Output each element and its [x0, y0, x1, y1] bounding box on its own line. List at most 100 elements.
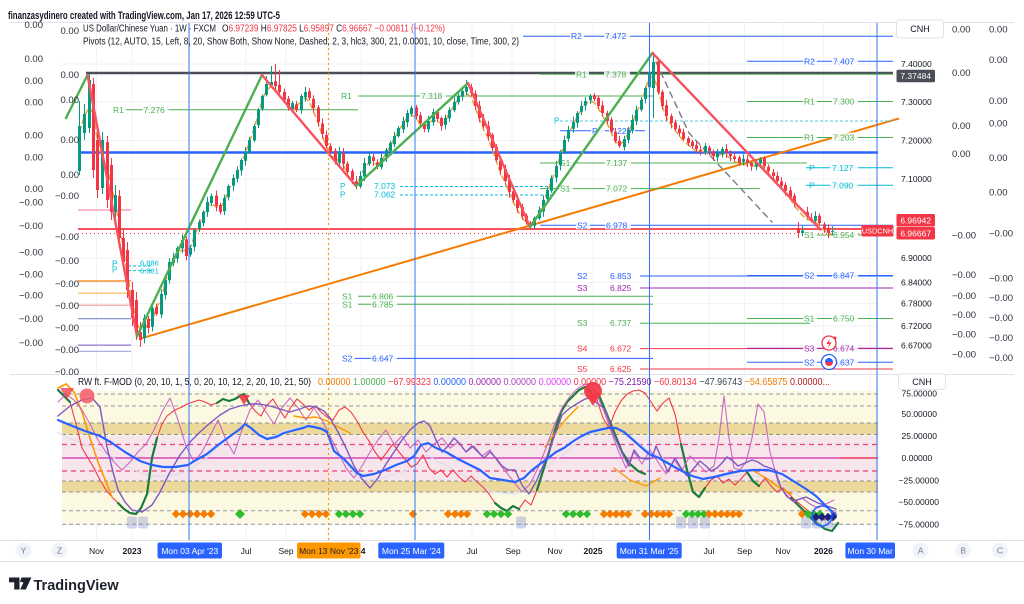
svg-text:6.847: 6.847 — [833, 271, 855, 281]
svg-text:6.853: 6.853 — [610, 271, 632, 281]
svg-text:R1: R1 — [804, 133, 815, 143]
svg-text:A: A — [918, 546, 924, 556]
svg-text:Jul: Jul — [241, 546, 252, 556]
svg-text:0.00: 0.00 — [25, 76, 44, 87]
svg-text:B: B — [960, 546, 966, 556]
svg-text:6.674: 6.674 — [833, 343, 855, 353]
svg-text:P: P — [112, 260, 117, 269]
svg-text:0.00: 0.00 — [989, 187, 1008, 198]
svg-text:0.00: 0.00 — [25, 98, 44, 109]
svg-text:finanzasydinero created with T: finanzasydinero created with TradingView… — [8, 10, 280, 22]
svg-text:6.886: 6.886 — [140, 259, 159, 268]
svg-text:R1: R1 — [341, 91, 352, 101]
svg-text:0.00: 0.00 — [989, 96, 1008, 107]
svg-text:7.090: 7.090 — [832, 180, 854, 190]
svg-text:7.127: 7.127 — [832, 163, 854, 173]
svg-text:0.00: 0.00 — [25, 54, 44, 65]
svg-text:−0.00: −0.00 — [989, 353, 1013, 364]
svg-text:Jul: Jul — [704, 546, 715, 556]
svg-text:P: P — [340, 182, 345, 191]
svg-text:CNH: CNH — [912, 377, 932, 387]
svg-text:R2: R2 — [804, 56, 815, 66]
svg-text:−0.00: −0.00 — [952, 291, 976, 302]
svg-text:−0.00: −0.00 — [989, 333, 1013, 344]
svg-text:0.00: 0.00 — [25, 152, 44, 163]
svg-text:50.00000: 50.00000 — [902, 409, 938, 419]
svg-text:−0.00: −0.00 — [952, 310, 976, 321]
svg-text:Mon 13 Nov '23: Mon 13 Nov '23 — [299, 546, 359, 556]
svg-text:Nov: Nov — [775, 546, 791, 556]
svg-text:Y: Y — [21, 546, 27, 556]
svg-text:6.881: 6.881 — [140, 267, 159, 276]
svg-text:S1: S1 — [560, 184, 571, 194]
svg-text:R1: R1 — [576, 69, 587, 79]
svg-text:7.472: 7.472 — [605, 31, 627, 41]
svg-text:7.37484: 7.37484 — [900, 71, 931, 81]
svg-text:RW ft. F-MOD (0, 20, 10, 1, 5,: RW ft. F-MOD (0, 20, 10, 1, 5, 0, 20, 10… — [78, 377, 311, 388]
svg-text:P: P — [112, 266, 117, 275]
svg-text:S1: S1 — [342, 299, 353, 309]
svg-text:−0.00: −0.00 — [19, 314, 43, 325]
svg-text:−0.00: −0.00 — [952, 230, 976, 241]
svg-text:R1: R1 — [804, 97, 815, 107]
svg-text:0.00: 0.00 — [61, 135, 80, 146]
svg-text:−0.00: −0.00 — [989, 273, 1013, 284]
svg-text:−0.00: −0.00 — [19, 221, 43, 232]
svg-text:7.20000: 7.20000 — [901, 136, 932, 146]
svg-text:0.00: 0.00 — [989, 55, 1008, 66]
svg-text:6.672: 6.672 — [610, 344, 632, 354]
svg-text:O6.97239 H6.97825 L6.95897 C6.: O6.97239 H6.97825 L6.95897 C6.96667 −0.0… — [222, 24, 445, 35]
svg-text:−0.00: −0.00 — [19, 269, 43, 280]
svg-text:−0.00: −0.00 — [989, 293, 1013, 304]
svg-text:S5: S5 — [577, 364, 588, 374]
svg-text:TradingView: TradingView — [34, 578, 120, 594]
svg-text:−0.00: −0.00 — [55, 232, 79, 243]
svg-text:S2: S2 — [342, 353, 353, 363]
svg-text:6.737: 6.737 — [610, 318, 632, 328]
svg-text:7.137: 7.137 — [606, 158, 628, 168]
svg-text:0.00: 0.00 — [25, 20, 44, 31]
svg-text:S2: S2 — [577, 220, 588, 230]
svg-text:S1: S1 — [804, 230, 815, 240]
svg-text:−0.00: −0.00 — [55, 191, 79, 202]
svg-text:P: P — [809, 163, 815, 173]
svg-text:0.00: 0.00 — [61, 95, 80, 106]
svg-text:7.30000: 7.30000 — [901, 97, 932, 107]
svg-text:0.00000: 0.00000 — [902, 453, 933, 463]
svg-text:Mon 03 Apr '23: Mon 03 Apr '23 — [161, 546, 218, 556]
svg-text:−0.00: −0.00 — [55, 301, 79, 312]
svg-text:−0.00: −0.00 — [55, 345, 79, 356]
svg-text:2025: 2025 — [584, 546, 603, 556]
svg-text:−0.00: −0.00 — [952, 330, 976, 341]
svg-text:S2: S2 — [804, 271, 815, 281]
svg-text:C: C — [997, 546, 1003, 556]
svg-text:Sep: Sep — [737, 546, 752, 556]
svg-text:S3: S3 — [804, 343, 815, 353]
svg-text:Pivots (12, AUTO, 15, Left, 8,: Pivots (12, AUTO, 15, Left, 8, 20, Show … — [83, 37, 519, 48]
svg-text:Nov: Nov — [547, 546, 563, 556]
svg-text:R2: R2 — [571, 31, 582, 41]
svg-text:7.318: 7.318 — [421, 91, 443, 101]
svg-text:7.40000: 7.40000 — [901, 59, 932, 69]
svg-text:6.78000: 6.78000 — [901, 299, 932, 309]
svg-text:0.00: 0.00 — [61, 70, 80, 81]
svg-text:P: P — [809, 180, 815, 190]
svg-text:25.00000: 25.00000 — [902, 431, 938, 441]
svg-text:0.00: 0.00 — [989, 118, 1008, 129]
svg-text:6.625: 6.625 — [610, 364, 632, 374]
svg-text:7.10000: 7.10000 — [901, 174, 932, 184]
svg-text:S4: S4 — [577, 344, 588, 354]
svg-text:−0.00: −0.00 — [55, 256, 79, 267]
svg-text:−0.00: −0.00 — [55, 279, 79, 290]
svg-text:−50.00000: −50.00000 — [899, 497, 940, 507]
svg-text:−0.00: −0.00 — [19, 198, 43, 209]
svg-text:−75.00000: −75.00000 — [899, 520, 940, 530]
svg-text:0.00: 0.00 — [25, 130, 44, 141]
svg-text:R1: R1 — [113, 105, 124, 115]
svg-text:−0.00: −0.00 — [952, 350, 976, 361]
svg-text:7.073: 7.073 — [374, 181, 396, 191]
svg-text:S1: S1 — [804, 314, 815, 324]
svg-text:75.00000: 75.00000 — [902, 388, 938, 398]
svg-text:0.00: 0.00 — [989, 24, 1008, 35]
svg-text:0.00: 0.00 — [952, 24, 971, 35]
